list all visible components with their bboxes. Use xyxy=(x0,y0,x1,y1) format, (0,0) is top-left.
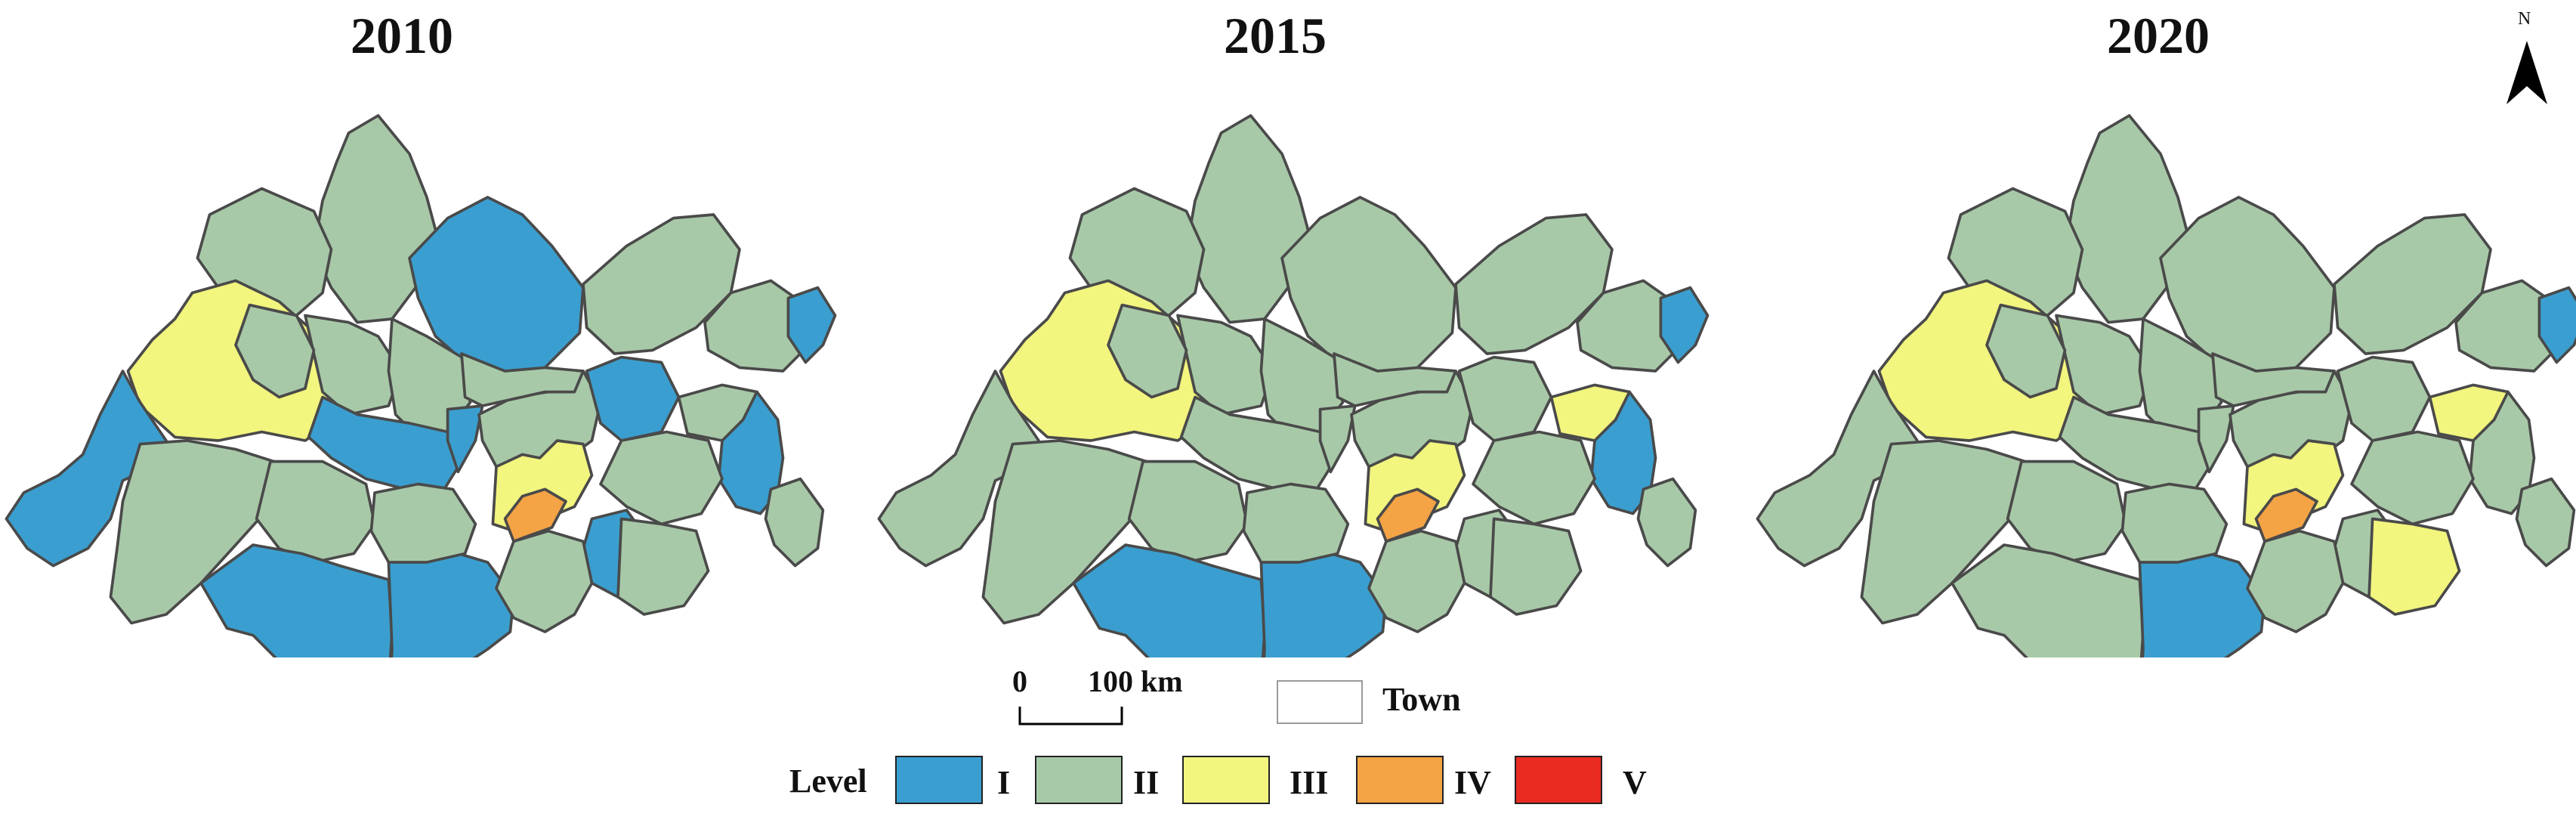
legend-label-V: V xyxy=(1623,764,1647,801)
town-region-29 xyxy=(2537,286,2576,364)
panel-title-2020: 2020 xyxy=(2107,7,2210,64)
town-region-3 xyxy=(1280,196,1457,376)
town-region-28 xyxy=(460,352,585,407)
town-region-15 xyxy=(1242,482,1350,564)
legend-swatch-II xyxy=(1035,756,1123,804)
town-region-27 xyxy=(2428,383,2510,442)
town-region-7 xyxy=(2055,314,2154,416)
town-region-13 xyxy=(199,543,394,657)
town-legend-label: Town xyxy=(1382,681,1461,718)
north-arrow-icon xyxy=(2507,41,2547,104)
town-region-24 xyxy=(1576,279,1683,373)
panel-title-2010: 2010 xyxy=(351,7,453,64)
scale-unit: km xyxy=(1141,664,1183,698)
legend-swatch-I xyxy=(895,756,983,804)
town-region-20 xyxy=(1367,529,1466,633)
town-region-14 xyxy=(2138,546,2266,657)
town-region-10 xyxy=(2197,404,2235,474)
town-region-14 xyxy=(387,546,515,657)
town-region-10 xyxy=(446,404,484,474)
town-region-28 xyxy=(2211,352,2336,407)
town-region-27 xyxy=(1549,383,1631,442)
north-label: N xyxy=(2518,9,2531,29)
town-region-7 xyxy=(1176,314,1275,416)
town-region-3 xyxy=(2159,196,2336,376)
town-region-13 xyxy=(1951,543,2145,657)
town-region-25 xyxy=(1636,477,1697,568)
legend-swatch-IV xyxy=(1356,756,1444,804)
town-region-25 xyxy=(764,477,825,568)
town-region-30 xyxy=(1985,303,2067,399)
scale-label-max: 100 km xyxy=(1088,664,1183,699)
scale-bar xyxy=(1018,707,1123,726)
town-region-30 xyxy=(234,303,316,399)
town-region-21 xyxy=(2336,355,2432,442)
town-legend-swatch xyxy=(1277,680,1363,724)
town-region-14 xyxy=(1259,546,1388,657)
legend-swatch-III xyxy=(1182,756,1270,804)
legend-label-I: I xyxy=(997,764,1011,801)
town-region-26 xyxy=(2368,517,2461,616)
legend-label-II: II xyxy=(1133,764,1160,801)
legend-label-IV: IV xyxy=(1454,764,1491,801)
town-region-23 xyxy=(599,430,724,526)
town-region-10 xyxy=(1318,404,1357,474)
town-region-20 xyxy=(2246,529,2345,633)
town-region-29 xyxy=(1659,286,1710,364)
town-region-21 xyxy=(585,355,681,442)
town-region-30 xyxy=(1107,303,1188,399)
town-region-21 xyxy=(1457,355,1553,442)
town-region-15 xyxy=(369,482,477,564)
legend-label-III: III xyxy=(1290,764,1329,801)
town-region-29 xyxy=(786,286,837,364)
town-region-23 xyxy=(2350,430,2475,526)
town-region-26 xyxy=(616,517,710,616)
town-region-15 xyxy=(2120,482,2229,564)
scale-max-value: 100 xyxy=(1088,664,1133,698)
scale-label-zero: 0 xyxy=(1012,664,1027,698)
town-region-28 xyxy=(1333,352,1457,407)
town-region-24 xyxy=(703,279,811,373)
town-region-20 xyxy=(495,529,594,633)
map-2015 xyxy=(877,114,1710,657)
town-region-13 xyxy=(1072,543,1266,657)
town-region-12 xyxy=(255,459,376,564)
town-region-27 xyxy=(677,383,758,442)
town-region-7 xyxy=(304,314,403,416)
town-region-12 xyxy=(2006,459,2127,564)
town-region-25 xyxy=(2515,477,2576,568)
map-2010 xyxy=(5,114,837,657)
town-region-12 xyxy=(1127,459,1249,564)
panel-title-2015: 2015 xyxy=(1224,7,1327,64)
legend-title: Level xyxy=(789,763,867,800)
town-region-23 xyxy=(1472,430,1596,526)
town-region-3 xyxy=(408,196,585,376)
map-2020 xyxy=(1756,114,2576,657)
town-region-24 xyxy=(2454,279,2562,373)
town-region-26 xyxy=(1489,517,1583,616)
legend-swatch-V xyxy=(1515,756,1602,804)
